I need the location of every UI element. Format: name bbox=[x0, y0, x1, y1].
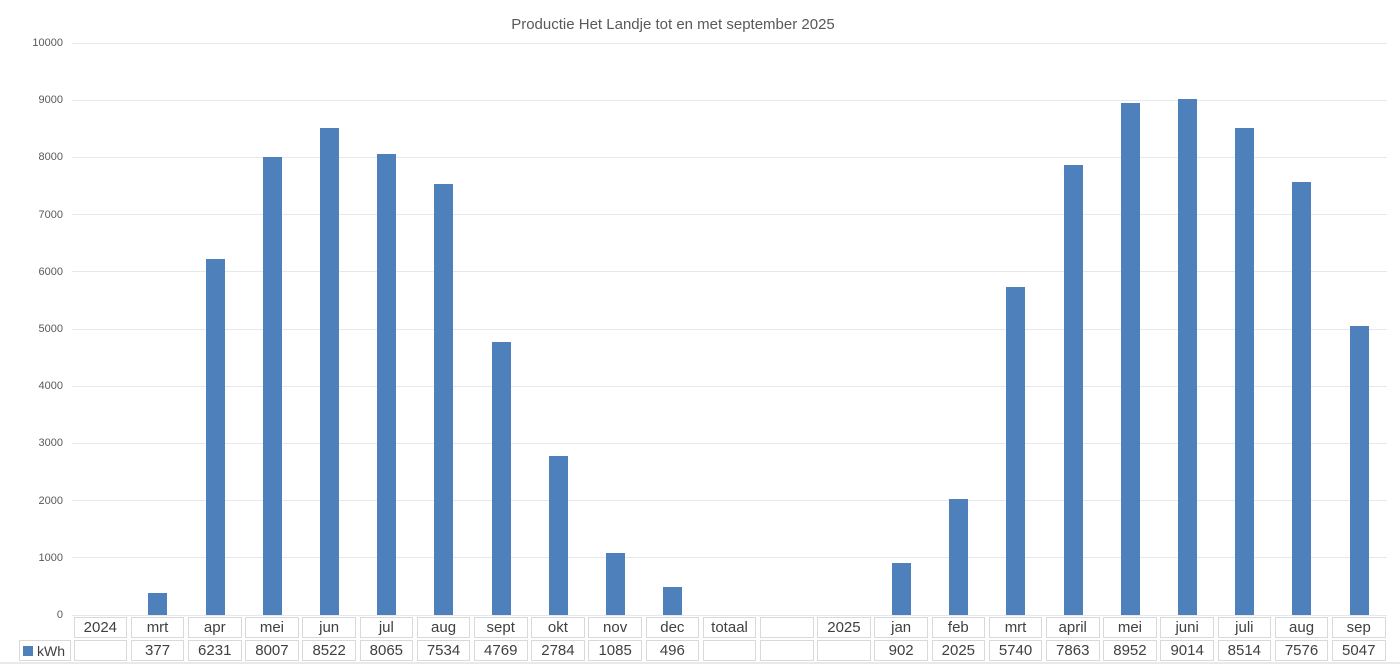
category-cell: jan bbox=[874, 617, 928, 638]
y-axis-tick-label: 10000 bbox=[32, 37, 63, 49]
category-cell: nov bbox=[588, 617, 642, 638]
chart-title: Productie Het Landje tot en met septembe… bbox=[511, 16, 835, 33]
value-cell: 8007 bbox=[245, 640, 299, 661]
category-cell: totaal bbox=[702, 617, 757, 638]
value-cell: 496 bbox=[645, 640, 700, 661]
y-axis-tick-label: 4000 bbox=[38, 380, 63, 393]
category-cell: sep bbox=[1331, 617, 1386, 638]
gridline bbox=[72, 214, 1387, 216]
gridline bbox=[72, 156, 1387, 158]
bar bbox=[548, 455, 568, 615]
gridline bbox=[72, 614, 1387, 616]
bar bbox=[891, 563, 911, 615]
bar bbox=[148, 593, 168, 615]
value-cell: 7576 bbox=[1274, 640, 1329, 661]
category-cell: jul bbox=[359, 617, 414, 638]
gridline bbox=[72, 328, 1387, 330]
y-axis-tick-label: 2000 bbox=[38, 494, 63, 507]
legend-series-label: kWh bbox=[37, 642, 65, 659]
bar bbox=[491, 342, 511, 615]
category-cell: aug bbox=[1274, 617, 1329, 638]
bar bbox=[1063, 165, 1083, 615]
category-cell: mrt bbox=[130, 617, 185, 638]
gridline bbox=[72, 385, 1387, 387]
gridline bbox=[72, 42, 1387, 44]
value-cell: 2784 bbox=[531, 640, 585, 661]
y-axis-tick-label: 9000 bbox=[38, 94, 63, 107]
category-cell: juli bbox=[1217, 617, 1272, 638]
value-cell: 377 bbox=[130, 640, 185, 661]
bar bbox=[205, 258, 225, 615]
bar bbox=[1006, 286, 1026, 615]
category-cell bbox=[759, 617, 814, 638]
y-axis-tick-label: 5000 bbox=[38, 323, 63, 335]
value-cell: 8065 bbox=[359, 640, 414, 661]
value-cell: 5740 bbox=[988, 640, 1043, 661]
value-cell: 9014 bbox=[1160, 640, 1214, 661]
y-axis-tick-label: 0 bbox=[56, 609, 63, 621]
category-cell: mei bbox=[1103, 617, 1157, 638]
bar bbox=[319, 127, 339, 615]
value-cell: 8514 bbox=[1217, 640, 1272, 661]
category-cell: mrt bbox=[988, 617, 1043, 638]
category-cell: dec bbox=[645, 617, 700, 638]
category-cell: april bbox=[1045, 617, 1100, 638]
value-cell bbox=[759, 640, 814, 661]
value-cell: 902 bbox=[874, 640, 928, 661]
category-cell: jun bbox=[302, 617, 356, 638]
category-cell: feb bbox=[931, 617, 986, 638]
category-cell: mei bbox=[245, 617, 299, 638]
y-axis-tick-label: 1000 bbox=[38, 551, 63, 564]
bar bbox=[1349, 326, 1369, 615]
y-axis-tick-label: 8000 bbox=[38, 151, 63, 164]
value-cell bbox=[817, 640, 871, 661]
bar bbox=[605, 552, 625, 615]
gridline bbox=[72, 500, 1387, 502]
category-cell: apr bbox=[187, 617, 242, 638]
category-cell: aug bbox=[416, 617, 471, 638]
bar bbox=[434, 184, 454, 615]
value-cell: 1085 bbox=[588, 640, 642, 661]
value-cell bbox=[702, 640, 757, 661]
bar bbox=[1120, 102, 1140, 615]
category-cell: 2025 bbox=[817, 617, 871, 638]
bar bbox=[949, 499, 969, 615]
gridline bbox=[72, 99, 1387, 101]
value-cell: 4769 bbox=[473, 640, 528, 661]
bar bbox=[1235, 128, 1255, 615]
category-cell: okt bbox=[531, 617, 585, 638]
legend-cell: kWh bbox=[19, 640, 71, 661]
value-cell: 2025 bbox=[931, 640, 986, 661]
series-color-swatch-icon bbox=[23, 645, 33, 656]
value-cell: 5047 bbox=[1331, 640, 1386, 661]
category-cell: sept bbox=[473, 617, 528, 638]
value-cell: 8522 bbox=[302, 640, 356, 661]
y-axis-tick-label: 3000 bbox=[38, 437, 63, 450]
bottom-divider bbox=[0, 662, 1400, 664]
bar bbox=[1292, 181, 1312, 615]
bar bbox=[663, 586, 683, 615]
bar bbox=[377, 153, 397, 615]
value-cell: 8952 bbox=[1103, 640, 1157, 661]
value-cell: 6231 bbox=[187, 640, 242, 661]
gridline bbox=[72, 271, 1387, 273]
gridline bbox=[72, 557, 1387, 559]
category-cell: juni bbox=[1160, 617, 1214, 638]
y-axis-tick-label: 7000 bbox=[38, 208, 63, 221]
bar bbox=[1177, 99, 1197, 615]
value-cell bbox=[73, 640, 128, 661]
category-cell: 2024 bbox=[73, 617, 128, 638]
gridline bbox=[72, 442, 1387, 444]
value-cell: 7534 bbox=[416, 640, 471, 661]
y-axis-tick-label: 6000 bbox=[38, 265, 63, 278]
bar bbox=[262, 157, 282, 615]
value-cell: 7863 bbox=[1045, 640, 1100, 661]
